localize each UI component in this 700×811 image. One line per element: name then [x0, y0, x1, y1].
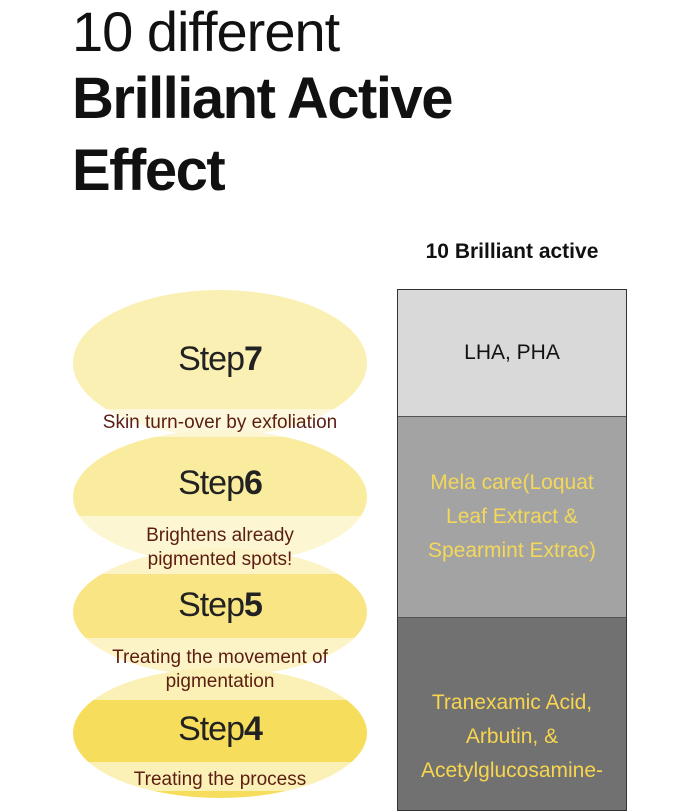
step-4-description-band	[73, 762, 367, 791]
step-6-description-text: Brightens already pigmented spots!	[146, 525, 294, 570]
ingredient-text-mela-care: Mela care(Loquat Leaf Extract & Spearmin…	[427, 471, 597, 562]
ingredient-cell-tranexamic: Tranexamic Acid, Arbutin, & Acetylglucos…	[398, 618, 626, 810]
step-5-description-text: Treating the movement of pigmentation	[112, 647, 328, 692]
step-4-word: Step	[178, 710, 245, 748]
step-6-label: Step6	[73, 464, 367, 503]
step-5-number: 5	[244, 586, 263, 624]
heading-line-2: Brilliant Active	[72, 66, 453, 131]
ingredient-cell-mela-care: Mela care(Loquat Leaf Extract & Spearmin…	[398, 417, 626, 618]
ingredient-text-tranexamic: Tranexamic Acid, Arbutin, & Acetylglucos…	[420, 691, 604, 782]
step-6-word: Step	[178, 464, 245, 502]
ingredients-column-header: 10 Brilliant active	[425, 240, 599, 263]
step-7-word: Step	[178, 340, 245, 378]
step-5-description: Treating the movement of pigmentation	[73, 646, 367, 694]
step-5-description-band	[73, 638, 367, 700]
step-5-label: Step5	[73, 586, 367, 625]
heading-line-1: 10 different	[72, 0, 340, 63]
step-6-description: Brightens already pigmented spots!	[73, 524, 367, 572]
heading-line-3: Effect	[72, 138, 226, 203]
step-7-label: Step7	[73, 340, 367, 379]
step-7-number: 7	[244, 340, 263, 378]
ingredients-column: LHA, PHA Mela care(Loquat Leaf Extract &…	[397, 289, 627, 811]
ingredient-cell-lha-pha: LHA, PHA	[398, 290, 626, 417]
step-4-label: Step4	[73, 710, 367, 749]
step-7-description: Skin turn-over by exfoliation	[102, 412, 338, 433]
step-5-word: Step	[178, 586, 245, 624]
step-6-number: 6	[244, 464, 263, 502]
step-7-description-band	[73, 409, 367, 437]
step-4-description: Treating the process	[133, 769, 307, 790]
step-4-number: 4	[244, 710, 263, 748]
step-6-description-band	[73, 516, 367, 574]
